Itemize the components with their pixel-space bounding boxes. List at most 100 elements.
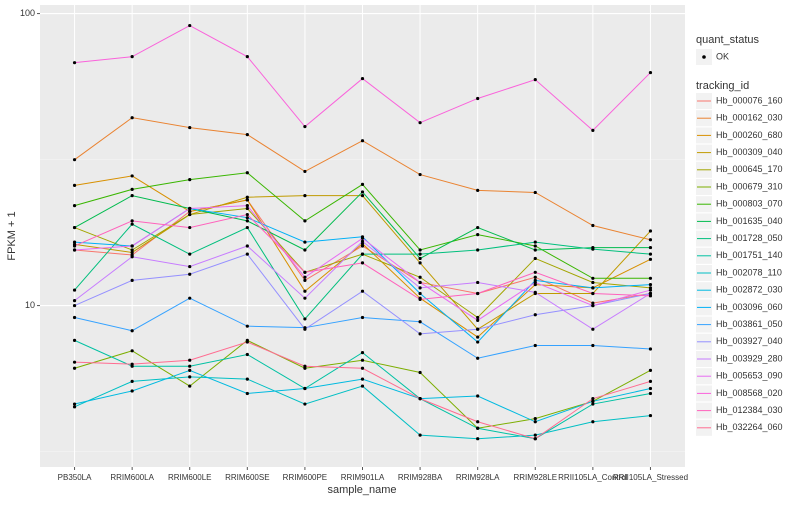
legend-point: [702, 55, 706, 59]
data-point: [72, 203, 77, 208]
data-point: [188, 296, 192, 300]
data-point: [360, 244, 365, 248]
data-point: [72, 183, 77, 187]
data-point: [533, 420, 537, 424]
data-point: [476, 280, 480, 285]
data-point: [360, 252, 365, 256]
data-point: [360, 190, 365, 194]
data-point: [72, 405, 77, 409]
legend-label: Hb_001728_050: [716, 233, 783, 243]
data-point: [591, 301, 595, 305]
data-point: [360, 289, 365, 293]
data-point: [130, 389, 134, 393]
data-point: [418, 291, 422, 296]
data-point: [648, 347, 653, 351]
data-point: [418, 332, 422, 336]
data-point: [188, 178, 192, 182]
data-point: [130, 174, 134, 178]
data-point: [360, 242, 365, 246]
data-point: [533, 313, 537, 317]
data-point: [648, 288, 653, 292]
data-point: [418, 280, 422, 285]
data-point: [130, 187, 134, 191]
data-point: [303, 219, 307, 223]
data-point: [72, 248, 77, 252]
data-point: [533, 78, 537, 82]
data-point: [245, 203, 249, 208]
data-point: [476, 233, 480, 237]
legend-label: Hb_000309_040: [716, 147, 783, 157]
x-tick-label: RRIM600PE: [283, 473, 327, 482]
data-point: [245, 252, 249, 256]
data-point: [245, 216, 249, 220]
data-point: [648, 291, 653, 296]
data-point: [303, 275, 307, 279]
x-tick-label: RRIM600SE: [225, 473, 269, 482]
data-point: [476, 356, 480, 360]
data-point: [591, 128, 595, 133]
data-point: [476, 291, 480, 296]
data-point: [476, 248, 480, 252]
data-point: [476, 96, 480, 101]
data-point: [533, 433, 537, 437]
data-point: [418, 261, 422, 265]
data-point: [72, 240, 77, 244]
data-point: [591, 291, 595, 296]
data-point: [533, 190, 537, 195]
data-point: [648, 238, 653, 242]
data-point: [72, 298, 77, 303]
data-point: [476, 426, 480, 430]
data-point: [533, 343, 537, 348]
data-point: [245, 244, 249, 248]
y-tick-label: 100: [20, 8, 35, 18]
data-point: [188, 364, 192, 368]
legend-label: Hb_005653_090: [716, 371, 783, 381]
data-point: [360, 366, 365, 370]
data-point: [648, 282, 653, 287]
data-point: [188, 358, 192, 362]
data-point: [130, 362, 134, 366]
data-point: [188, 375, 192, 379]
data-point: [360, 182, 365, 187]
data-point: [188, 252, 192, 256]
data-point: [591, 397, 595, 401]
data-point: [533, 417, 537, 421]
data-point: [303, 248, 307, 252]
data-point: [591, 286, 595, 290]
data-point: [303, 169, 307, 174]
data-point: [418, 397, 422, 401]
data-point: [72, 315, 77, 320]
legend-label: Hb_001635_040: [716, 216, 783, 226]
data-point: [418, 370, 422, 375]
x-tick-label: RRIM928LE: [513, 473, 557, 482]
data-point: [130, 278, 134, 282]
data-point: [303, 364, 307, 368]
data-point: [130, 250, 134, 255]
data-point: [245, 219, 249, 223]
data-point: [360, 239, 365, 243]
data-point: [130, 222, 134, 226]
data-point: [303, 386, 307, 391]
legend-label: Hb_032264_060: [716, 422, 783, 432]
data-point: [591, 280, 595, 285]
data-point: [245, 198, 249, 202]
data-point: [533, 248, 537, 252]
data-point: [418, 297, 422, 301]
legend-label: Hb_000260_680: [716, 130, 783, 140]
data-point: [360, 358, 365, 362]
data-point: [360, 76, 365, 81]
data-point: [303, 289, 307, 293]
data-point: [188, 368, 192, 372]
data-point: [591, 327, 595, 331]
legend-label: Hb_000803_070: [716, 199, 783, 209]
data-point: [72, 360, 77, 364]
data-point: [360, 139, 365, 143]
x-tick-label: RRIM600LA: [110, 473, 154, 482]
data-point: [245, 377, 249, 381]
data-point: [188, 225, 192, 230]
data-point: [245, 225, 249, 230]
data-point: [648, 70, 653, 75]
data-point: [72, 288, 77, 292]
data-point: [533, 270, 537, 274]
legend-label: Hb_000679_310: [716, 181, 783, 191]
